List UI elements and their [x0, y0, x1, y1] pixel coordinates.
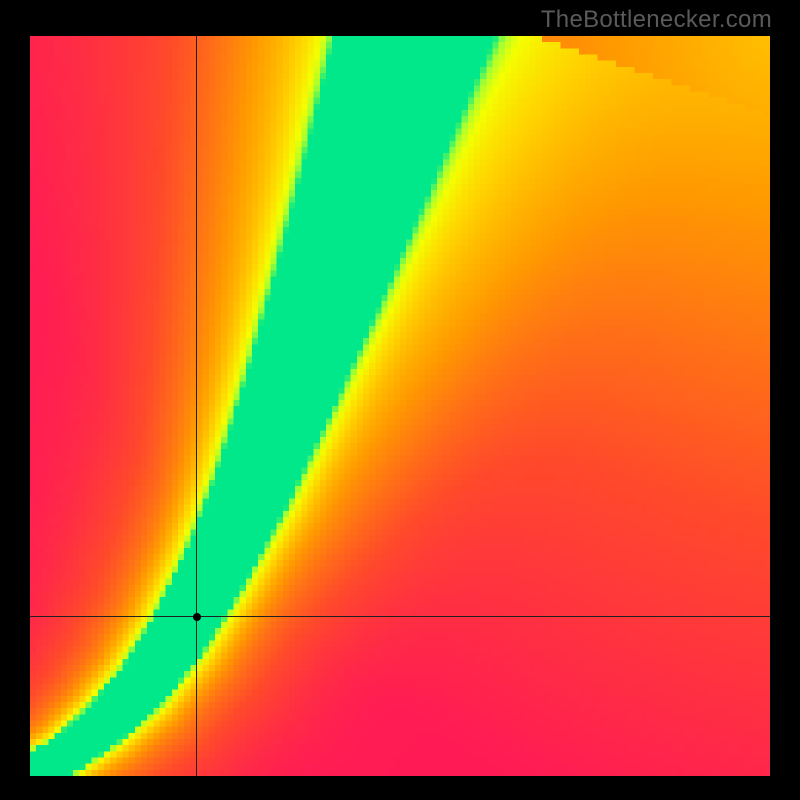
chart-container: TheBottlenecker.com: [0, 0, 800, 800]
crosshair-horizontal: [30, 616, 770, 617]
watermark-text: TheBottlenecker.com: [541, 6, 772, 34]
crosshair-vertical: [196, 36, 197, 776]
marker-dot: [193, 613, 201, 621]
heatmap-canvas: [30, 36, 770, 776]
plot-area: [30, 36, 770, 776]
